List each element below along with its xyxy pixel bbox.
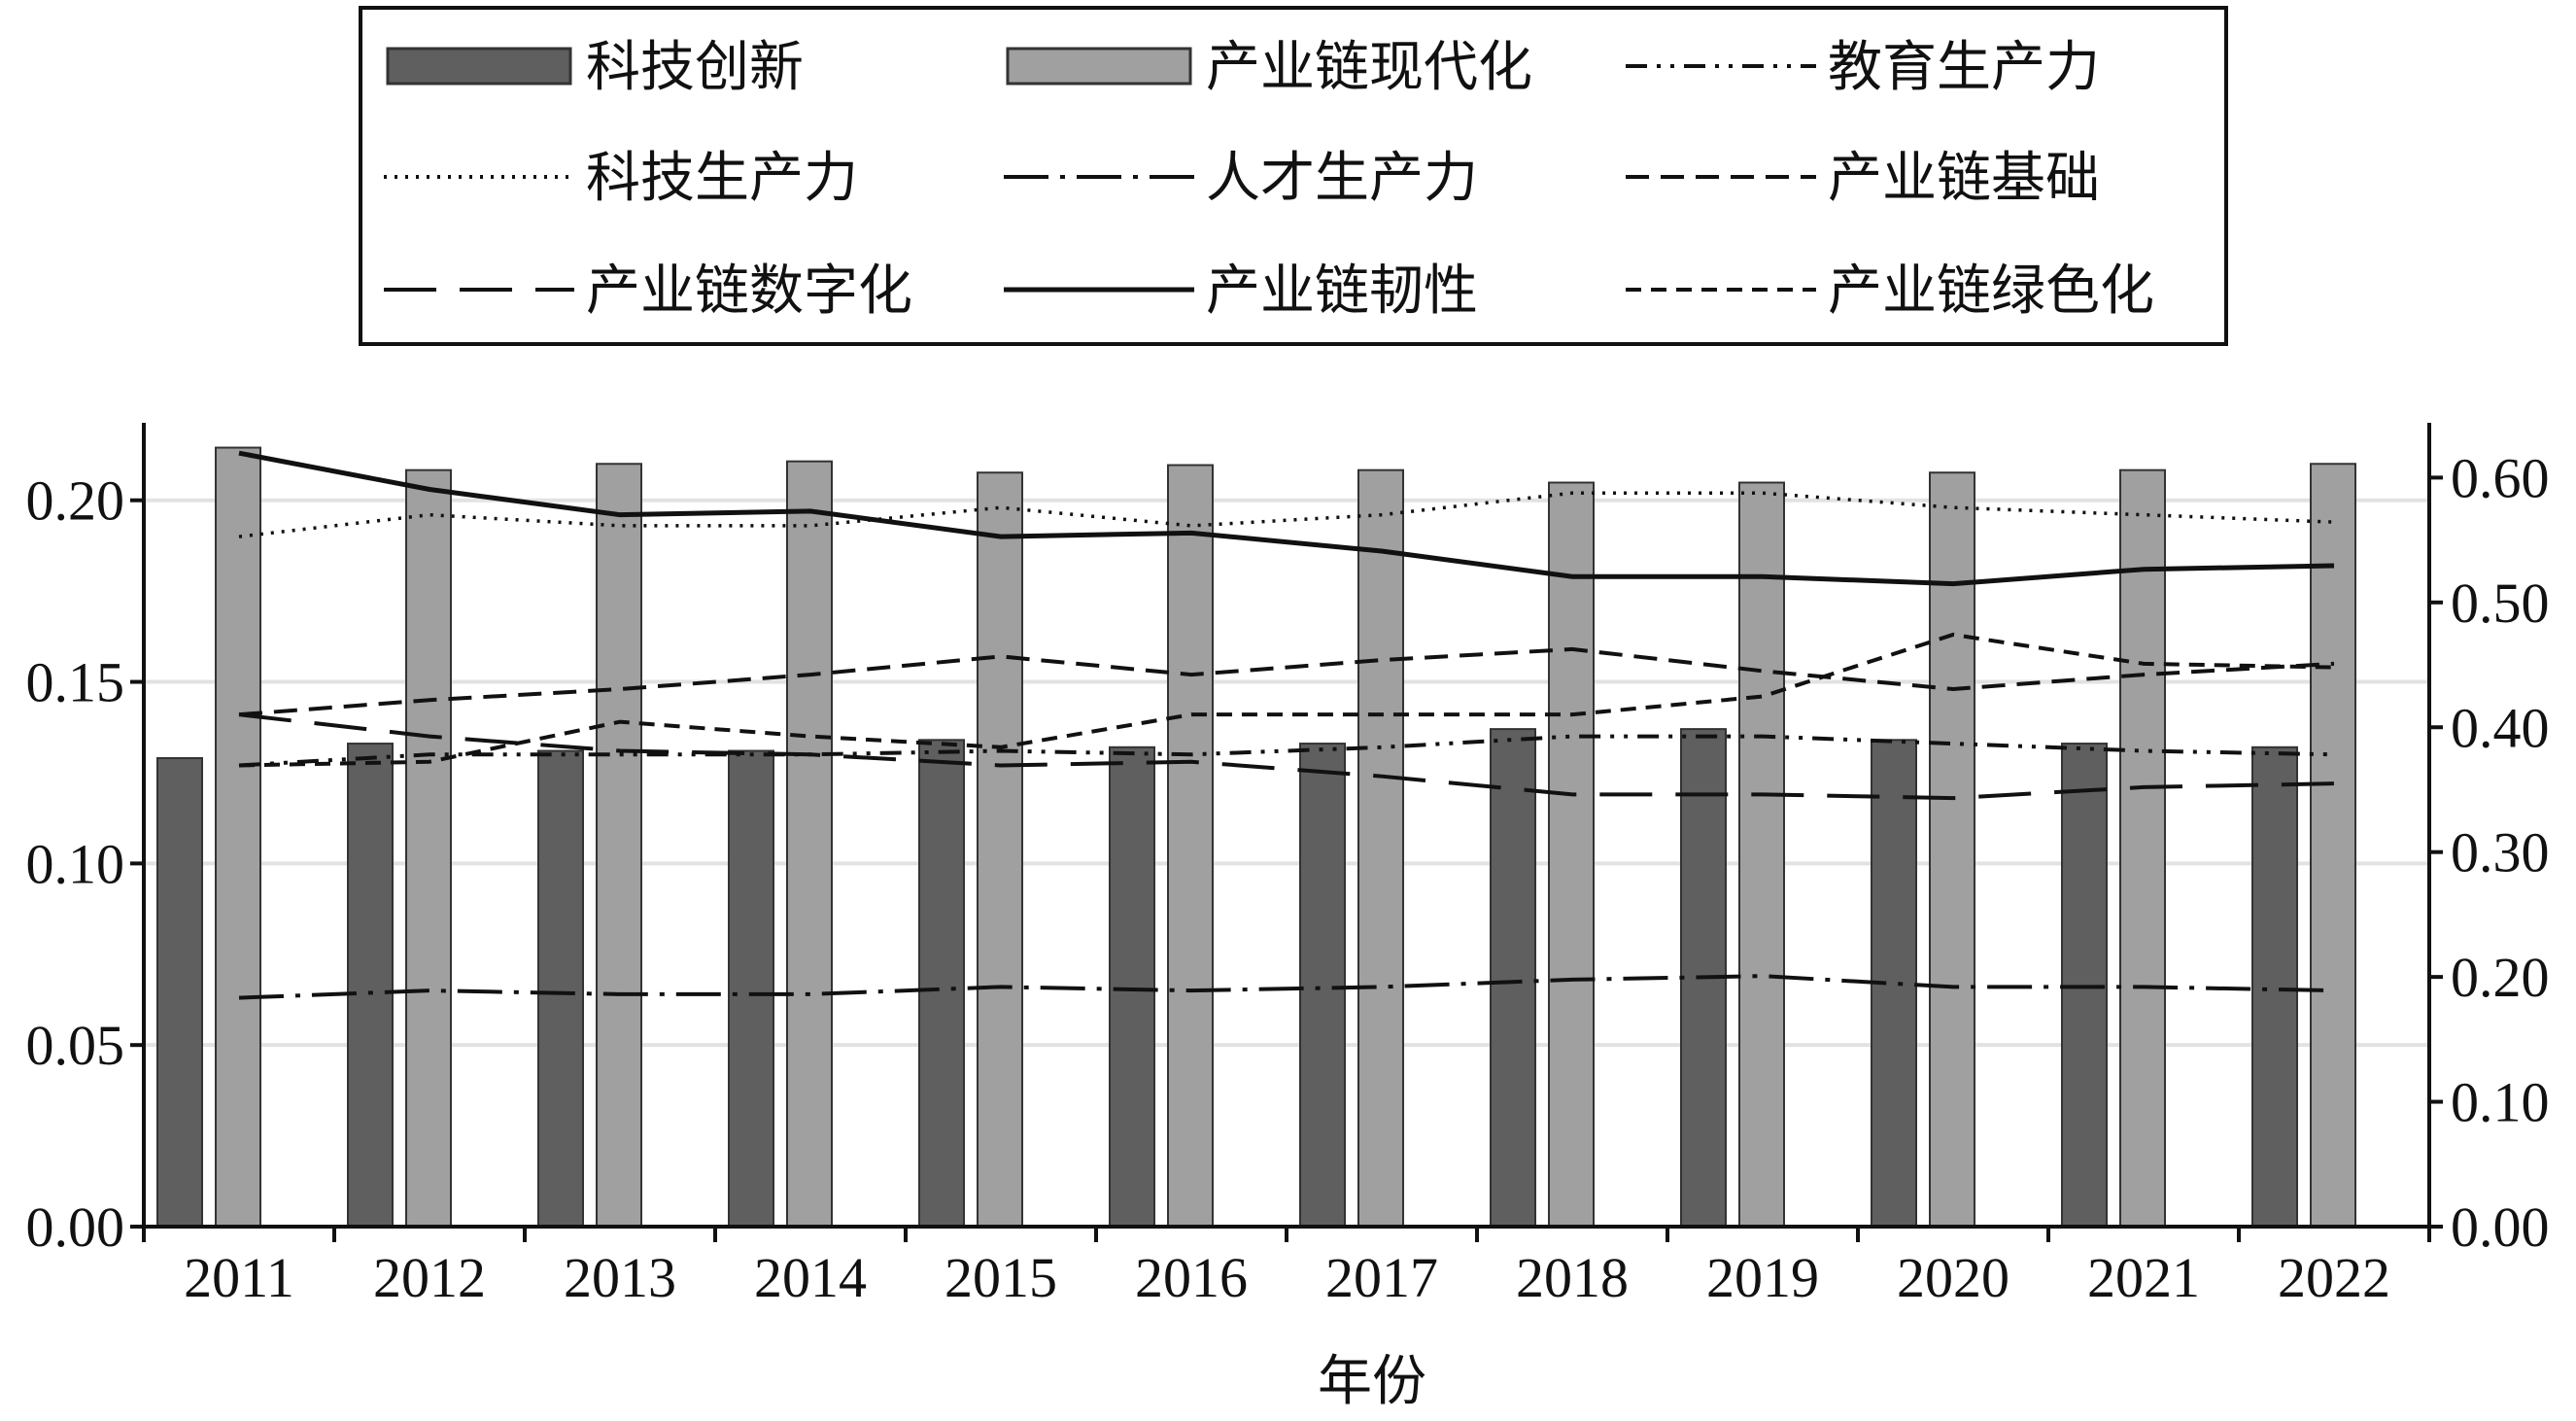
right-tick-label: 0.50 <box>2451 572 2550 635</box>
series-line-2 <box>238 974 2335 1000</box>
legend-label: 产业链韧性 <box>1206 260 1478 323</box>
bar-tech-innovation <box>728 749 774 1228</box>
bar-chain-modernization <box>215 446 261 1228</box>
x-axis-label: 年份 <box>1318 1350 1426 1413</box>
left-tick-label: 0.20 <box>26 469 125 533</box>
left-tick-label: 0.10 <box>26 832 125 895</box>
bar-tech-innovation <box>918 739 965 1228</box>
legend-swatch <box>1006 47 1192 86</box>
bar-tech-innovation <box>347 743 394 1229</box>
x-tick-label: 2013 <box>564 1246 676 1309</box>
bar-chain-modernization <box>405 468 452 1228</box>
bars <box>156 446 2356 1229</box>
series-line-5 <box>238 450 2335 587</box>
left-tick-label: 0.00 <box>26 1196 125 1259</box>
x-tick-label: 2014 <box>754 1246 867 1309</box>
bar-chain-modernization <box>2119 468 2166 1228</box>
legend-label: 产业链数字化 <box>586 260 912 323</box>
x-tick-label: 2018 <box>1516 1246 1629 1309</box>
series-line-4 <box>238 712 2335 801</box>
bar-chain-modernization <box>1548 481 1595 1228</box>
bar-tech-innovation <box>1490 728 1536 1228</box>
series-lines <box>238 450 2335 1000</box>
right-tick-label: 0.30 <box>2451 821 2550 884</box>
bar-tech-innovation <box>537 749 584 1228</box>
right-tick-label: 0.00 <box>2451 1196 2550 1259</box>
legend-label: 产业链基础 <box>1828 147 2100 210</box>
bar-chain-modernization <box>977 471 1023 1228</box>
bar-chain-modernization <box>786 460 833 1229</box>
bar-chain-modernization <box>1929 471 1975 1228</box>
legend-swatch <box>386 47 572 86</box>
bar-chain-modernization <box>1738 481 1785 1228</box>
bar-tech-innovation <box>1109 745 1155 1228</box>
bar-tech-innovation <box>156 757 203 1228</box>
left-tick-label: 0.15 <box>26 651 125 714</box>
x-tick-label: 2021 <box>2087 1246 2200 1309</box>
bar-tech-innovation <box>1299 743 1346 1229</box>
legend-label: 人才生产力 <box>1206 147 1478 210</box>
x-tick-label: 2019 <box>1706 1246 1819 1309</box>
legend-label: 产业链绿色化 <box>1828 260 2154 323</box>
legend-label: 科技生产力 <box>586 147 858 210</box>
left-tick-label: 0.05 <box>26 1014 125 1077</box>
legend-label: 产业链现代化 <box>1206 36 1532 99</box>
x-tick-label: 2020 <box>1897 1246 2009 1309</box>
bar-tech-innovation <box>2251 745 2298 1228</box>
x-tick-label: 2017 <box>1325 1246 1438 1309</box>
legend-box <box>359 6 2228 346</box>
series-line-3 <box>238 646 2335 717</box>
x-tick-label: 2016 <box>1135 1246 1248 1309</box>
legend-label: 教育生产力 <box>1828 36 2100 99</box>
right-tick-label: 0.60 <box>2451 446 2550 509</box>
bar-chain-modernization <box>2310 463 2356 1228</box>
right-tick-label: 0.40 <box>2451 696 2550 759</box>
bar-chain-modernization <box>1167 464 1214 1228</box>
bar-chain-modernization <box>596 463 642 1228</box>
x-tick-label: 2022 <box>2278 1246 2390 1309</box>
right-tick-label: 0.10 <box>2451 1071 2550 1134</box>
right-tick-label: 0.20 <box>2451 946 2550 1009</box>
axes: 0.00 0.05 0.10 0.15 0.20 0.00 0.10 0.20 0.30 0.40… <box>26 423 2550 1309</box>
bar-chain-modernization <box>1357 468 1404 1228</box>
legend-label: 科技创新 <box>586 36 804 99</box>
x-tick-label: 2012 <box>373 1246 486 1309</box>
x-tick-label: 2015 <box>945 1246 1057 1309</box>
x-tick-label: 2011 <box>184 1246 294 1309</box>
